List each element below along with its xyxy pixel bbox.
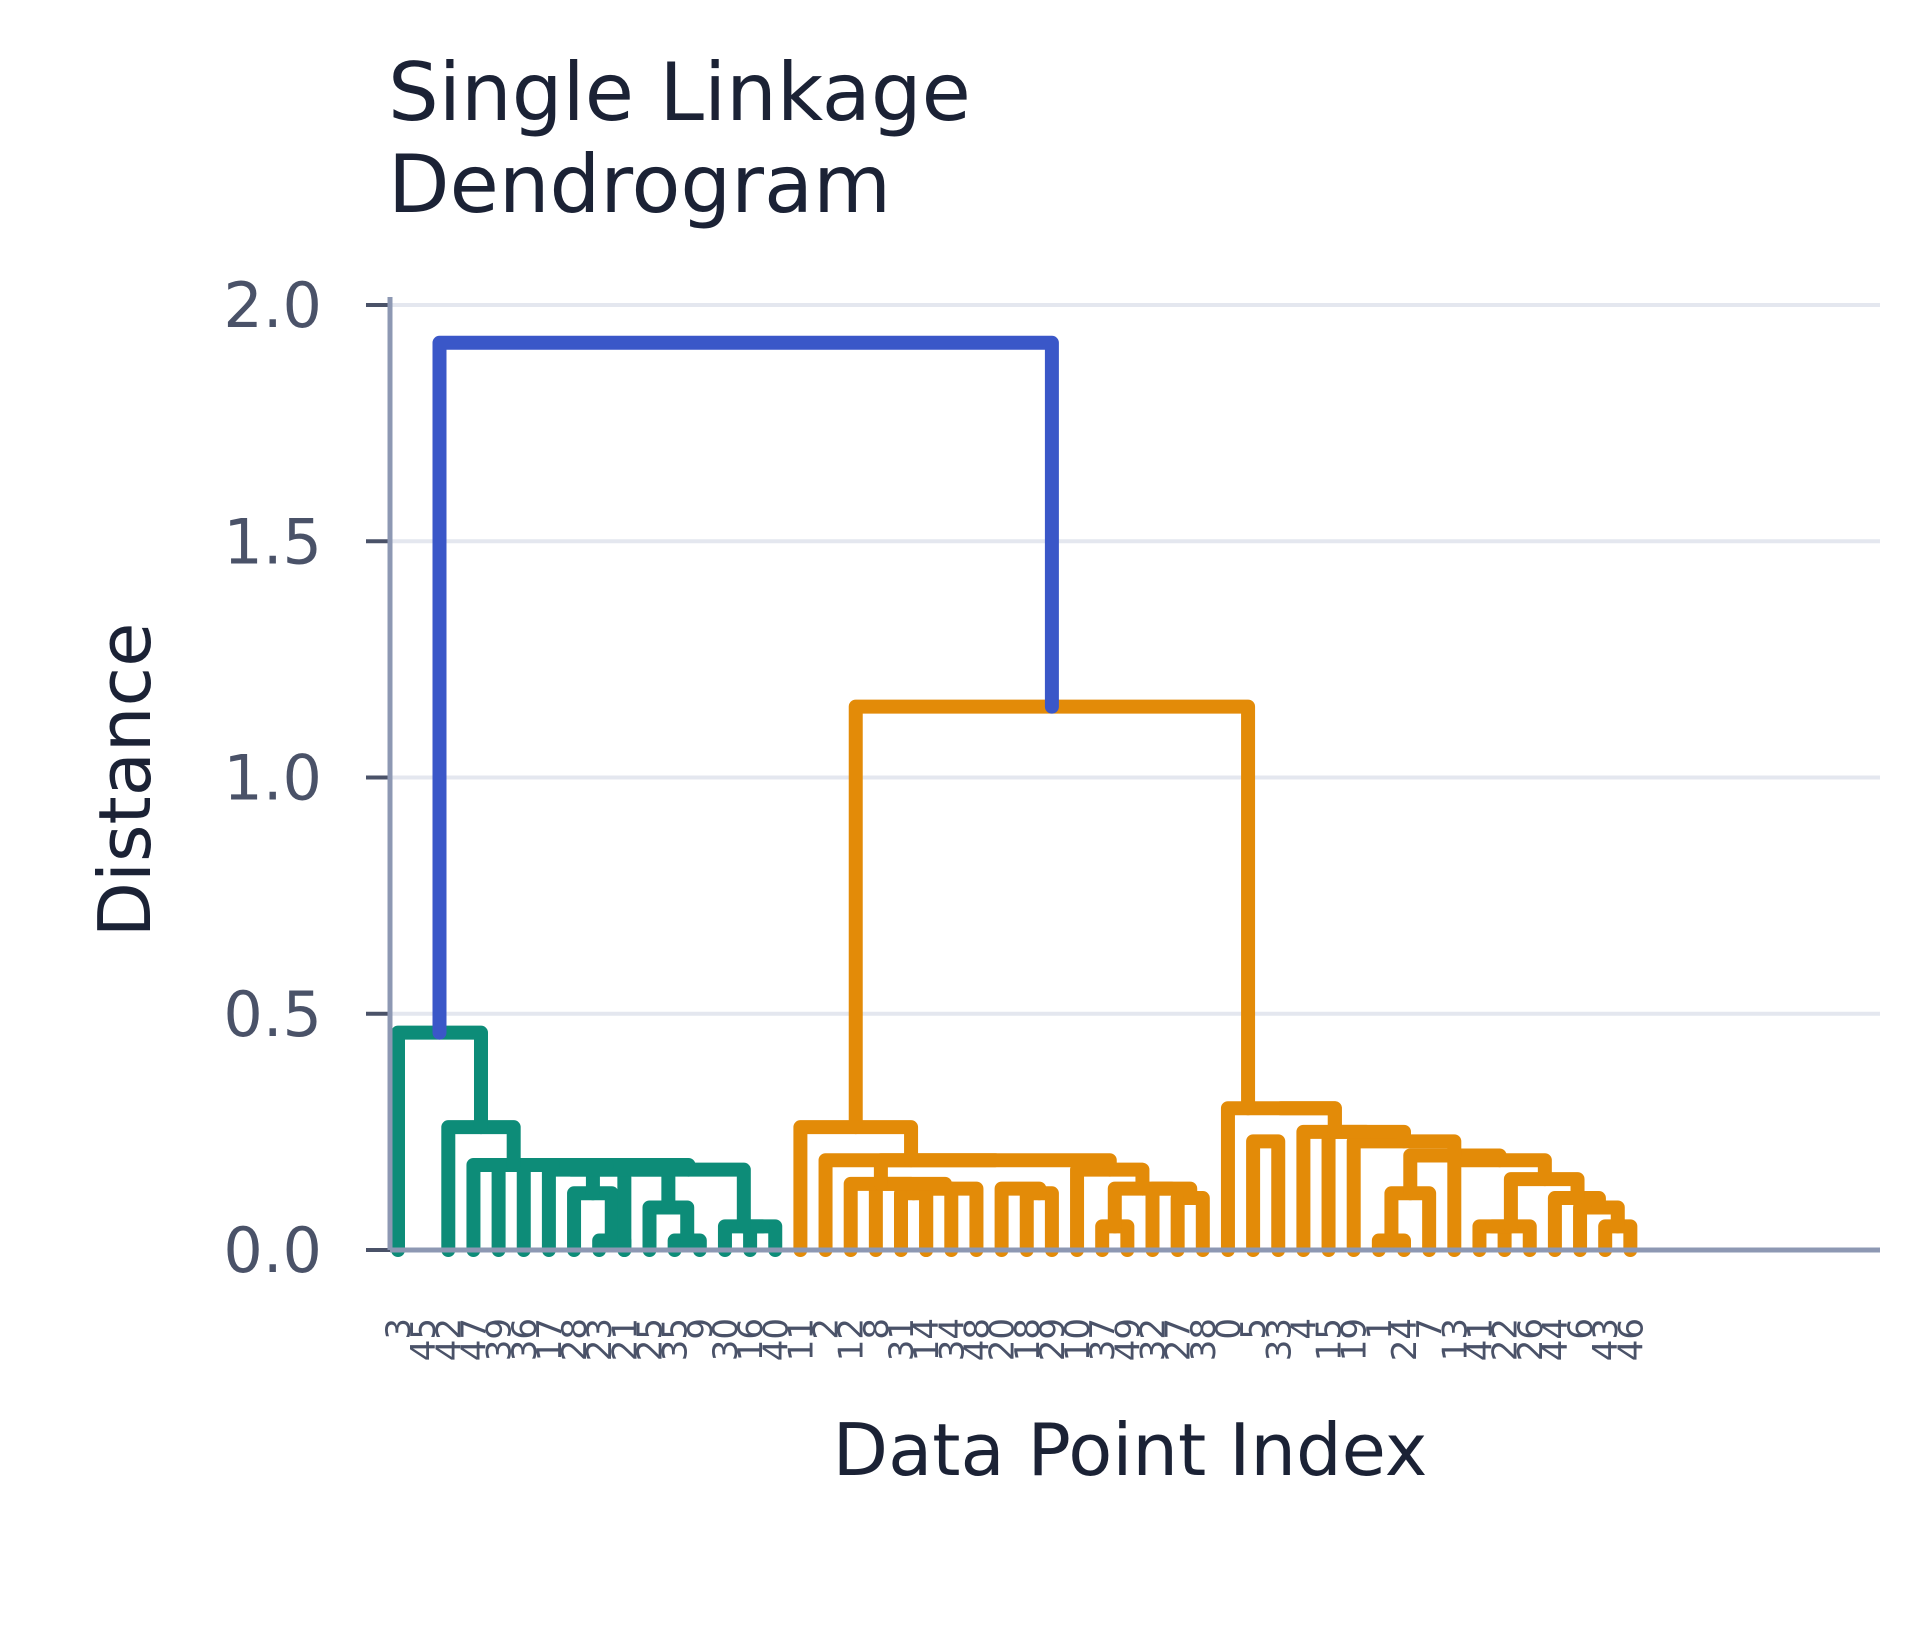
- leaf-label: 20: [983, 1318, 1023, 1361]
- y-tick-label: 1.0: [223, 742, 322, 815]
- leaf-label: 29: [1033, 1318, 1073, 1361]
- y-axis-title: Distance: [83, 623, 167, 938]
- leaf-label: 34: [932, 1318, 972, 1361]
- dendrogram-link: [1246, 1134, 1286, 1257]
- leaf-label: 10: [1058, 1318, 1098, 1361]
- leaf-label: 12: [832, 1318, 872, 1361]
- dendrogram-link: [432, 335, 1059, 1040]
- leaf-label: 49: [1108, 1318, 1148, 1361]
- y-axis-ticks: 0.0 0.5 1.0 1.5 2.0: [223, 269, 390, 1287]
- leaf-label: 25: [631, 1318, 671, 1361]
- leaf-label: 23: [580, 1318, 620, 1361]
- leaf-label: 14: [907, 1318, 947, 1361]
- leaf-label: 5: [1234, 1318, 1274, 1340]
- leaf-label: 24: [1385, 1318, 1425, 1361]
- chart-title-line-2: Dendrogram: [388, 138, 891, 231]
- leaf-label: 28: [555, 1318, 595, 1361]
- leaf-label: 8: [857, 1318, 897, 1340]
- dendrogram-link: [1273, 1101, 1342, 1139]
- leaf-label: 27: [1159, 1318, 1199, 1361]
- dendrogram-link: [1296, 1124, 1374, 1257]
- leaf-label: 21: [605, 1318, 645, 1361]
- dendrogram-link: [848, 699, 1256, 1135]
- leaf-label: 26: [1511, 1318, 1551, 1361]
- leaf-label: 33: [1259, 1318, 1299, 1361]
- y-tick-label: 0.5: [223, 978, 322, 1051]
- leaf-label: 42: [429, 1318, 469, 1361]
- gridlines: [390, 303, 1880, 1016]
- leaf-label: 32: [1134, 1318, 1174, 1361]
- leaf-label: 13: [1435, 1318, 1475, 1361]
- x-axis-title: Data Point Index: [833, 1408, 1428, 1492]
- dendrogram-links: [391, 335, 1638, 1257]
- leaf-label: 2: [807, 1318, 847, 1340]
- chart-title-line-1: Single Linkage: [388, 46, 971, 139]
- leaf-label: 9: [681, 1318, 721, 1340]
- leaf-label: 22: [1486, 1318, 1526, 1361]
- leaf-label: 36: [505, 1318, 545, 1361]
- leaf-label: 3: [379, 1318, 419, 1340]
- dendrogram-link: [466, 1157, 560, 1257]
- dendrogram-link: [1107, 1181, 1179, 1234]
- leaf-label: 18: [1008, 1318, 1048, 1361]
- leaf-label: 15: [1310, 1318, 1350, 1361]
- leaf-label: 31: [882, 1318, 922, 1361]
- dendrogram-link: [818, 1153, 1003, 1257]
- leaf-label: 45: [404, 1318, 444, 1361]
- leaf-label: 0: [1209, 1318, 1249, 1340]
- y-tick-label: 2.0: [223, 269, 322, 342]
- leaf-label: 41: [1460, 1318, 1500, 1361]
- leaf-label: 37: [1083, 1318, 1123, 1361]
- leaf-label: 43: [1586, 1318, 1626, 1361]
- leaf-label: 48: [957, 1318, 997, 1361]
- dendrogram-link: [1019, 1186, 1059, 1257]
- leaf-label: 6: [1561, 1318, 1601, 1340]
- leaf-label: 19: [1335, 1318, 1375, 1361]
- dendrogram-link: [919, 1181, 959, 1257]
- leaf-label: 30: [706, 1318, 746, 1361]
- y-tick-label: 0.0: [223, 1214, 322, 1287]
- leaf-label: 7: [1410, 1318, 1450, 1340]
- leaf-label: 46: [1611, 1318, 1651, 1361]
- dendrogram-link: [994, 1181, 1047, 1257]
- leaf-label: 39: [480, 1318, 520, 1361]
- leaf-label: 11: [781, 1318, 821, 1361]
- leaf-label: 44: [1536, 1318, 1576, 1361]
- leaf-label: 4: [1284, 1318, 1324, 1340]
- y-tick-label: 1.5: [223, 505, 322, 578]
- leaf-label: 17: [530, 1318, 570, 1361]
- leaf-label: 16: [731, 1318, 771, 1361]
- leaf-label: 1: [1360, 1318, 1400, 1340]
- x-axis-leaf-labels: 3454247393617282321253593016401121283114…: [379, 1318, 1651, 1361]
- leaf-label: 35: [656, 1318, 696, 1361]
- leaf-label: 38: [1184, 1318, 1224, 1361]
- leaf-label: 40: [756, 1318, 796, 1361]
- dendrogram-link: [1170, 1191, 1210, 1257]
- dendrogram-link: [843, 1176, 919, 1257]
- leaf-label: 47: [454, 1318, 494, 1361]
